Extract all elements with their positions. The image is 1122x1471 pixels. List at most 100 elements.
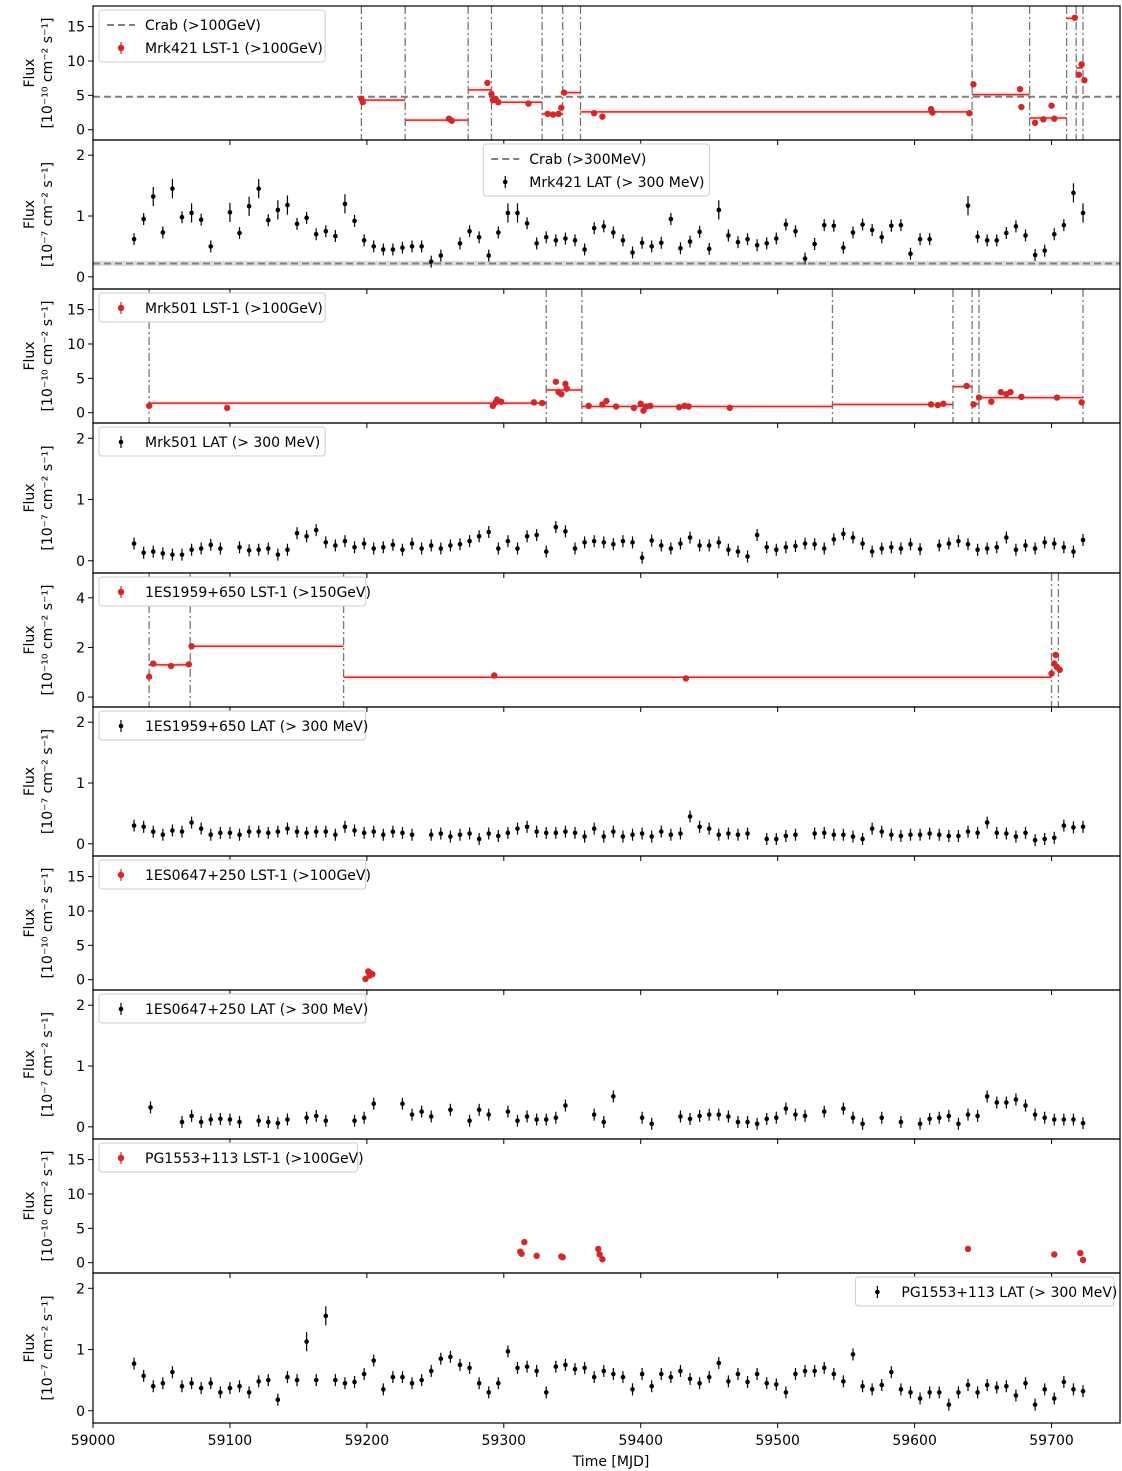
point-4	[170, 828, 175, 833]
plot-area	[131, 810, 1086, 847]
legend-box	[98, 9, 326, 63]
y-axis-label-line1: Flux	[22, 1191, 38, 1220]
point-55	[668, 832, 674, 838]
point-14	[265, 1377, 271, 1383]
y-axis-label-line2: [10⁻¹⁰ cm⁻² s⁻¹]	[40, 301, 56, 412]
point-9	[227, 210, 233, 215]
point-21	[647, 402, 654, 410]
panel-3: 0 1 2 Flux [10⁻⁷ cm⁻² s⁻¹] Mrk501 LAT (> 300 …	[22, 422, 1121, 578]
point-2	[189, 1113, 194, 1119]
point-38	[515, 210, 520, 216]
legend-box	[98, 426, 326, 457]
point-92	[1042, 836, 1047, 842]
y-axis-label-line2: [10⁻⁷ cm⁻² s⁻¹]	[40, 445, 56, 550]
legend: Mrk501 LST-1 (>100GeV)	[98, 292, 326, 323]
point-19	[313, 1377, 319, 1383]
point-5	[179, 552, 185, 557]
point-79	[908, 251, 913, 257]
point-77	[898, 833, 904, 839]
point-78	[879, 1382, 885, 1388]
point-16	[294, 530, 300, 536]
point-69	[793, 1371, 798, 1377]
legend-entry-1: Mrk421 LAT (> 300 MeV)	[529, 175, 704, 191]
point-18	[304, 830, 309, 836]
point-53	[639, 1371, 645, 1377]
point-12	[256, 547, 261, 553]
point-80	[908, 541, 913, 547]
plot-area	[131, 1306, 1086, 1411]
y-tick-label-1: 5	[76, 88, 85, 104]
point-60	[716, 540, 722, 545]
legend-entry-0: PG1553+113 LST-1 (>100GeV)	[145, 1151, 364, 1167]
point-17	[630, 404, 638, 412]
point-8	[208, 244, 214, 249]
point-92	[1013, 1393, 1019, 1398]
y-tick-label-3: 15	[67, 870, 85, 886]
point-11	[549, 111, 557, 118]
point-3	[160, 1380, 166, 1386]
point-10	[1051, 1251, 1058, 1258]
point-90	[1023, 830, 1028, 836]
point-15	[285, 202, 290, 208]
point-30	[428, 832, 434, 838]
point-22	[1018, 103, 1025, 111]
point-37	[496, 546, 501, 551]
point-7	[198, 1385, 204, 1391]
point-85	[965, 541, 971, 547]
point-63	[735, 1371, 741, 1377]
point-71	[812, 1368, 817, 1374]
point-70	[1032, 1112, 1038, 1117]
legend-entry-0: 1ES0647+250 LST-1 (>100GeV)	[145, 868, 371, 884]
panel-2: 0 5 10 15 Flux [10⁻¹⁰ cm⁻² s⁻¹] Mrk501 LST-1 (…	[22, 288, 1121, 428]
point-36	[486, 529, 492, 535]
point-77	[869, 1387, 875, 1392]
y-axis-label-line2: [10⁻⁷ cm⁻² s⁻¹]	[40, 1012, 56, 1117]
point-96	[1080, 824, 1086, 830]
plot-area	[93, 179, 1120, 268]
legend-box	[98, 993, 367, 1024]
y-tick-label-2: 2	[76, 431, 85, 447]
point-5	[491, 672, 498, 679]
point-45	[572, 546, 578, 551]
point-62	[735, 832, 741, 838]
legend-box	[98, 292, 326, 323]
point-60	[726, 233, 731, 238]
legend-entry-1: Mrk421 LST-1 (>100GeV)	[145, 41, 323, 57]
point-4	[188, 643, 195, 650]
point-5	[179, 214, 185, 220]
point-21	[428, 1114, 434, 1119]
point-42	[543, 830, 549, 836]
point-52	[639, 555, 645, 560]
point-13	[256, 829, 261, 834]
point-43	[543, 1390, 549, 1395]
point-56	[678, 541, 683, 546]
point-57	[697, 229, 702, 235]
y-tick-label-0: 0	[76, 690, 85, 706]
legend-box	[482, 143, 710, 197]
legend-entry-0: Crab (>300MeV)	[529, 152, 646, 168]
point-46	[572, 1366, 578, 1372]
point-91	[1023, 543, 1028, 548]
point-64	[764, 241, 770, 246]
point-17	[304, 533, 309, 539]
point-45	[572, 830, 578, 836]
point-1	[150, 660, 157, 667]
point-49	[620, 238, 626, 243]
point-41	[706, 1112, 712, 1117]
point-73	[860, 836, 865, 842]
point-53	[649, 538, 654, 543]
point-74	[850, 535, 856, 540]
point-22	[448, 1107, 453, 1113]
point-36	[1018, 393, 1025, 401]
point-61	[716, 1360, 722, 1366]
point-18	[929, 109, 936, 116]
point-7	[198, 546, 204, 551]
y-tick-label-3: 15	[67, 1153, 85, 1169]
point-22	[342, 1380, 348, 1386]
point-16	[612, 403, 620, 410]
legend-box	[98, 576, 367, 607]
point-34	[467, 831, 472, 836]
point-80	[898, 1387, 904, 1392]
point-45	[563, 1362, 568, 1368]
point-26	[505, 1109, 511, 1114]
